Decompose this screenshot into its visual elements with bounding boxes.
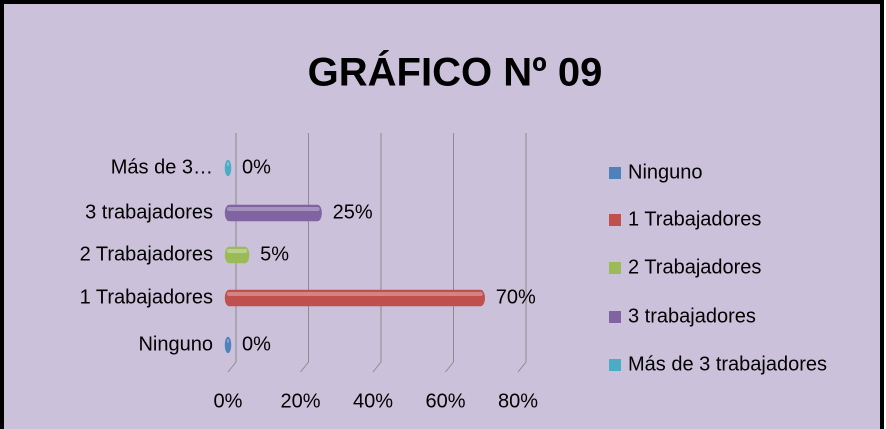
legend-swatch bbox=[609, 359, 621, 371]
bar bbox=[224, 246, 250, 264]
y-tick-label: Más de 3… bbox=[111, 156, 213, 178]
value-label: 25% bbox=[333, 201, 373, 223]
value-label: 0% bbox=[242, 333, 271, 355]
y-tick-label: 2 Trabajadores bbox=[80, 243, 213, 265]
x-tick-label: 0% bbox=[214, 390, 243, 412]
x-tick-label: 80% bbox=[498, 390, 538, 412]
value-label: 0% bbox=[242, 156, 271, 178]
x-tick-label: 40% bbox=[353, 390, 393, 412]
bar-shine bbox=[227, 292, 483, 296]
grid-line bbox=[517, 133, 527, 373]
legend-swatch bbox=[609, 262, 621, 274]
bar-shine bbox=[227, 207, 320, 211]
legend-swatch bbox=[609, 167, 621, 179]
grid-line bbox=[372, 133, 382, 373]
chart-title: GRÁFICO Nº 09 bbox=[308, 50, 603, 95]
x-tick-label: 60% bbox=[425, 390, 465, 412]
bar-shine bbox=[227, 339, 229, 343]
bar-shine bbox=[227, 249, 248, 253]
y-tick-label: 3 trabajadores bbox=[85, 201, 213, 223]
legend-label: 1 Trabajadores bbox=[628, 208, 761, 230]
x-tick-label: 20% bbox=[280, 390, 320, 412]
bar bbox=[224, 289, 485, 307]
legend-label: 3 trabajadores bbox=[628, 305, 756, 327]
legend-label: Más de 3 trabajadores bbox=[628, 353, 827, 375]
value-label: 5% bbox=[260, 243, 289, 265]
bar bbox=[224, 336, 232, 354]
grid-line bbox=[445, 133, 454, 373]
legend-swatch bbox=[609, 311, 621, 323]
y-tick-label: 1 Trabajadores bbox=[80, 286, 213, 308]
bar bbox=[224, 159, 232, 177]
legend-swatch bbox=[609, 214, 621, 226]
y-tick-label: Ninguno bbox=[138, 333, 213, 355]
bar bbox=[224, 204, 322, 222]
bar-shine bbox=[227, 162, 229, 166]
value-label: 70% bbox=[496, 286, 536, 308]
legend-label: 2 Trabajadores bbox=[628, 256, 761, 278]
legend-label: Ninguno bbox=[628, 161, 703, 183]
